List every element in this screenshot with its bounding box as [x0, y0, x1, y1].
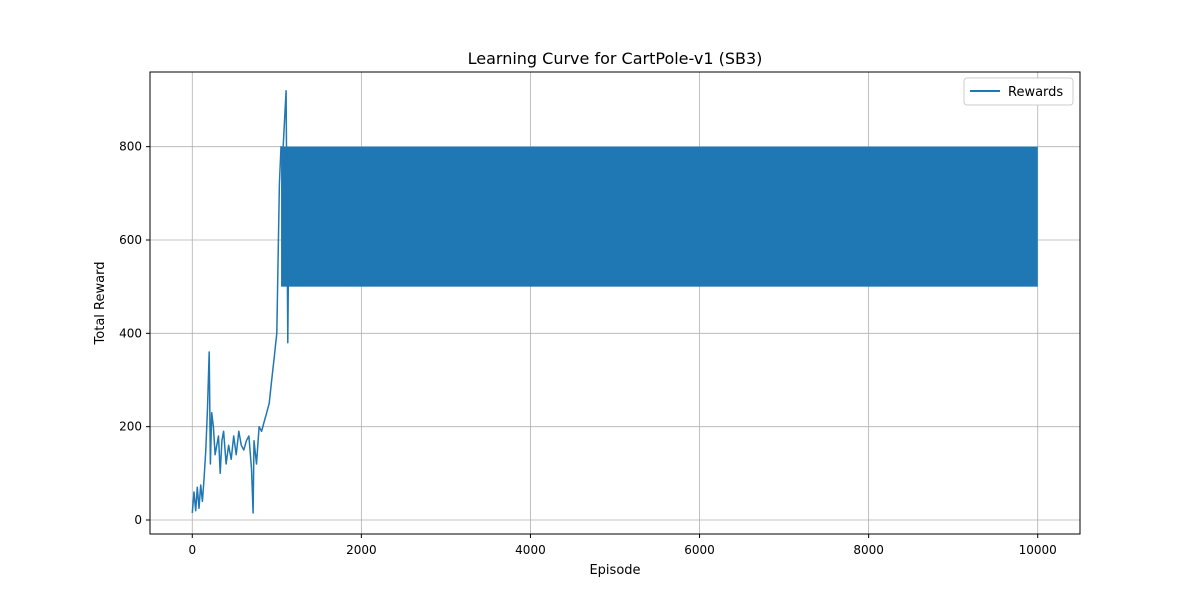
chart-title: Learning Curve for CartPole-v1 (SB3)	[468, 49, 763, 68]
y-tick-label: 400	[119, 326, 142, 340]
x-tick-label: 10000	[1019, 543, 1057, 557]
x-axis-label: Episode	[589, 563, 640, 578]
y-tick-label: 0	[134, 513, 142, 527]
x-tick-label: 8000	[853, 543, 884, 557]
series-line-rewards	[191, 89, 291, 514]
plot-area-frame	[149, 71, 1081, 535]
y-tick-label: 800	[119, 140, 142, 154]
legend-box	[963, 77, 1074, 106]
x-tick-label: 0	[188, 543, 196, 557]
y-tick-label: 600	[119, 233, 142, 247]
x-tick-label: 4000	[515, 543, 546, 557]
x-tick-label: 2000	[346, 543, 377, 557]
y-axis-label: Total Reward	[93, 262, 108, 346]
y-tick-label: 200	[119, 420, 142, 434]
legend-label-rewards: Rewards	[1008, 85, 1063, 100]
series-oscillation-band	[281, 146, 1038, 287]
x-tick-label: 6000	[684, 543, 715, 557]
legend: Rewards	[963, 77, 1074, 106]
